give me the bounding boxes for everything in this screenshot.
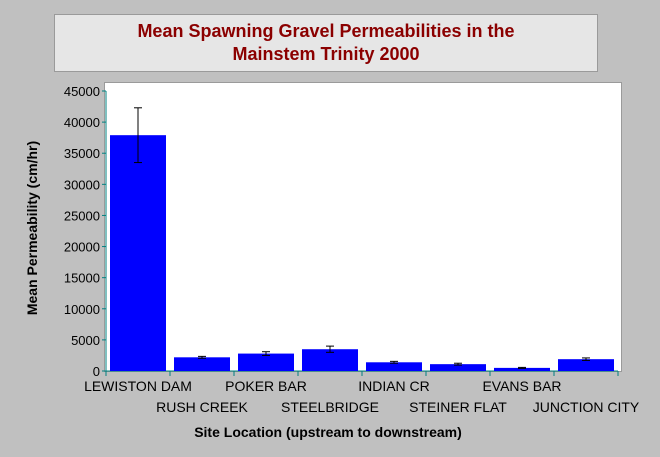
x-axis-label: Site Location (upstream to downstream) — [194, 424, 462, 440]
y-tick-label: 0 — [93, 364, 100, 379]
x-tick-label: STEINER FLAT — [409, 399, 507, 415]
y-tick-label: 40000 — [64, 115, 100, 130]
x-tick-label: EVANS BAR — [482, 378, 561, 394]
chart-title-box: Mean Spawning Gravel Permeabilities in t… — [54, 14, 598, 72]
bar — [110, 135, 166, 371]
y-axis-label: Mean Permeability (cm/hr) — [24, 140, 40, 316]
y-tick-label: 10000 — [64, 302, 100, 317]
bar — [430, 364, 486, 371]
plot-area — [104, 82, 622, 372]
y-tick-label: 5000 — [71, 333, 100, 348]
y-tick-label: 15000 — [64, 271, 100, 286]
bar — [174, 357, 230, 371]
x-tick-label: JUNCTION CITY — [533, 399, 640, 415]
chart-title-line-2: Mainstem Trinity 2000 — [232, 44, 420, 64]
y-tick-label: 25000 — [64, 208, 100, 223]
y-tick-label: 20000 — [64, 240, 100, 255]
y-tick-label: 45000 — [64, 84, 100, 99]
bar — [302, 349, 358, 371]
bar — [494, 367, 550, 371]
bar — [558, 359, 614, 371]
bar — [238, 353, 294, 371]
x-tick-label: LEWISTON DAM — [84, 378, 192, 394]
x-tick-label: STEELBRIDGE — [281, 399, 379, 415]
y-tick-label: 35000 — [64, 146, 100, 161]
x-tick-label: POKER BAR — [225, 378, 307, 394]
bar — [366, 362, 422, 371]
x-tick-label: INDIAN CR — [358, 378, 430, 394]
x-tick-label: RUSH CREEK — [156, 399, 248, 415]
y-tick-label: 30000 — [64, 177, 100, 192]
chart-title-line-1: Mean Spawning Gravel Permeabilities in t… — [137, 21, 515, 41]
